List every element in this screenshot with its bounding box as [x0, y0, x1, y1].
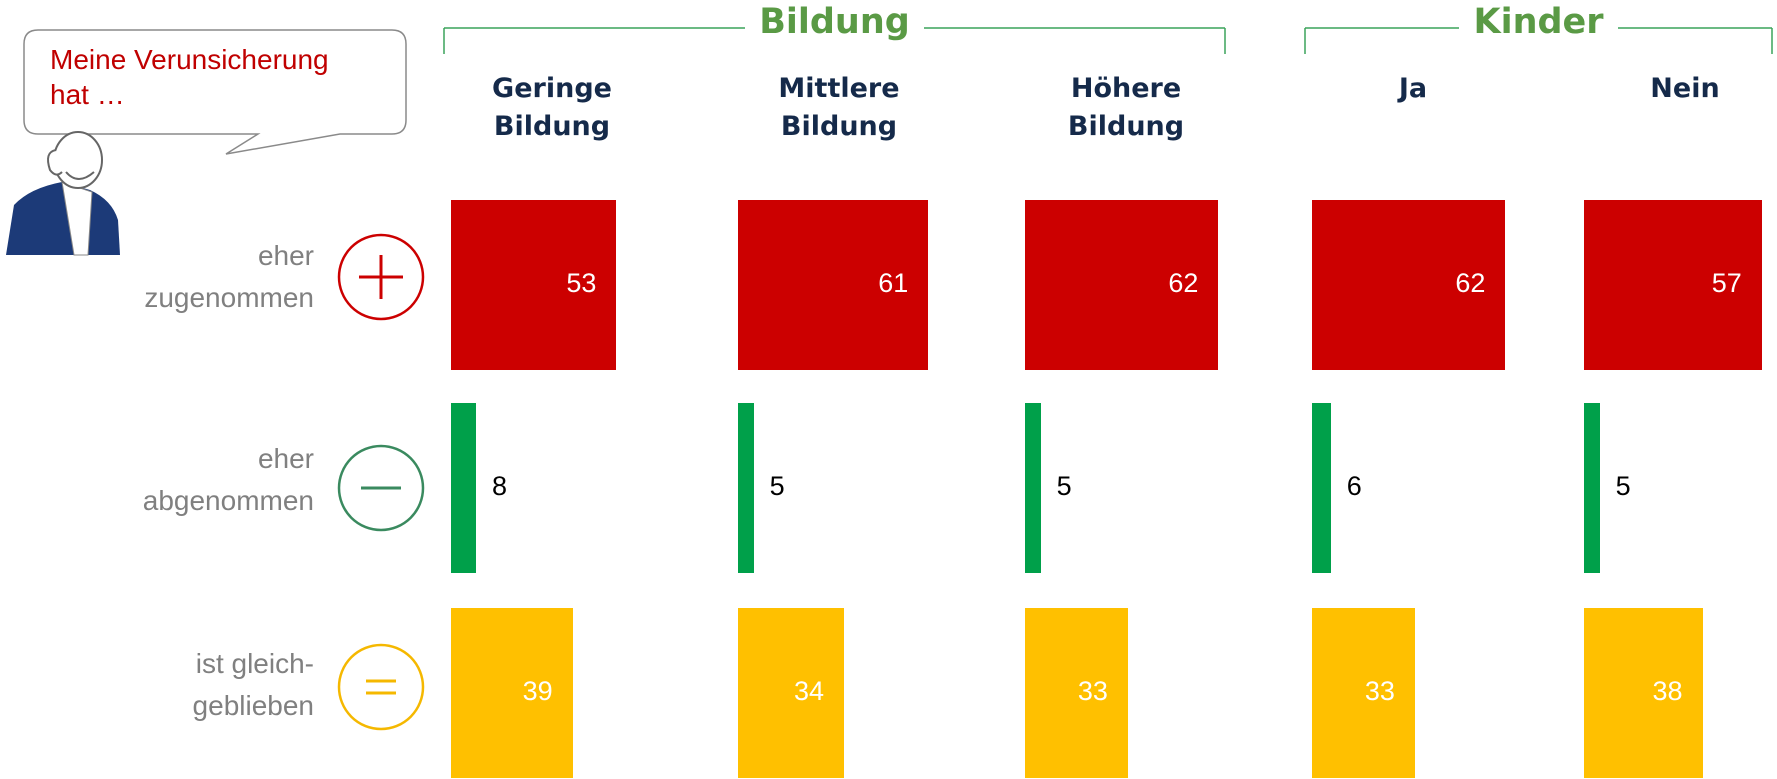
value-label: 34 — [724, 676, 824, 707]
page: Meine Verunsicherung hat … Geringe Bildu… — [0, 0, 1777, 779]
value-label: 5 — [1057, 471, 1072, 502]
bar — [1025, 403, 1041, 573]
column-header: Nein — [1585, 70, 1777, 108]
value-label: 62 — [1385, 268, 1485, 299]
value-label: 5 — [1616, 471, 1631, 502]
row-label: eher zugenommen — [60, 235, 314, 319]
value-label: 33 — [1295, 676, 1395, 707]
column-header: Geringe Bildung — [452, 70, 652, 146]
row-label: ist gleich- geblieben — [60, 643, 314, 727]
bar — [738, 403, 754, 573]
group-label: Bildung — [735, 2, 935, 42]
bar — [1312, 403, 1331, 573]
value-label: 57 — [1642, 268, 1742, 299]
value-label: 8 — [492, 471, 507, 502]
icon-minus — [339, 446, 423, 530]
bar — [451, 403, 476, 573]
value-label: 33 — [1008, 676, 1108, 707]
callout-text: Meine Verunsicherung hat … — [50, 42, 329, 112]
value-label: 53 — [496, 268, 596, 299]
column-header: Ja — [1313, 70, 1513, 108]
value-label: 62 — [1098, 268, 1198, 299]
bar — [1584, 403, 1600, 573]
value-label: 39 — [453, 676, 553, 707]
group-label: Kinder — [1439, 2, 1639, 42]
column-header: Mittlere Bildung — [739, 70, 939, 146]
column-header: Höhere Bildung — [1026, 70, 1226, 146]
icon-plus — [339, 235, 423, 319]
value-label: 61 — [808, 268, 908, 299]
row-label: eher abgenommen — [60, 438, 314, 522]
value-label: 38 — [1583, 676, 1683, 707]
value-label: 6 — [1347, 471, 1362, 502]
icon-equal — [339, 645, 423, 729]
value-label: 5 — [770, 471, 785, 502]
